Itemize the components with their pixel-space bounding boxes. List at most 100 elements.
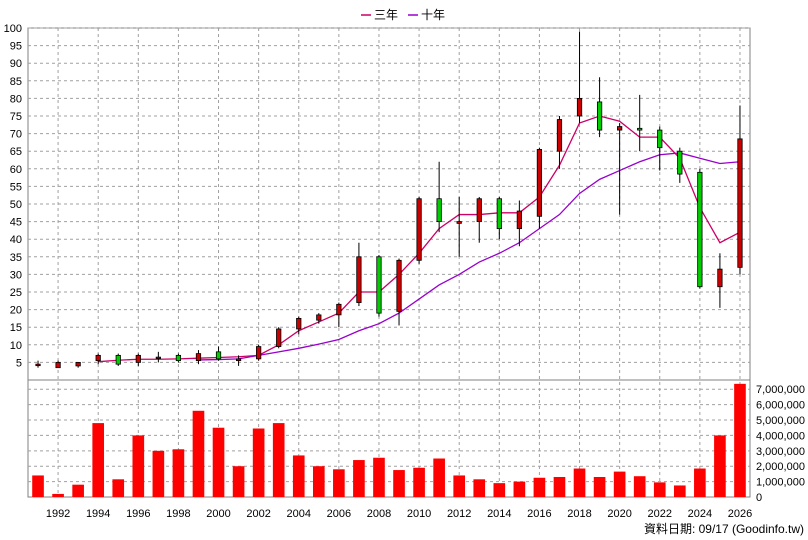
price-tick-label: 20 <box>10 305 22 317</box>
price-tick-label: 60 <box>10 164 22 176</box>
volume-axis: 0 1,000,000 2,000,000 3,000,000 4,000,000 5,0… <box>756 384 805 504</box>
candle-body <box>637 127 643 131</box>
price-tick-label: 30 <box>10 269 22 281</box>
price-tick-label: 40 <box>10 234 22 246</box>
volume-panel: 0 1,000,000 2,000,000 3,000,000 4,000,000 5,0… <box>27 379 805 504</box>
volume-bar <box>292 455 305 497</box>
volume-bar <box>493 483 506 497</box>
volume-bar <box>192 410 205 497</box>
candle-body <box>416 198 422 261</box>
volume-bar <box>333 469 345 497</box>
x-tick-label: 2012 <box>447 508 471 520</box>
x-tick-label: 2010 <box>407 508 431 520</box>
candle-body <box>717 268 723 288</box>
volume-bar <box>112 479 125 497</box>
price-tick-label: 45 <box>10 217 22 229</box>
x-tick-label: 2002 <box>246 508 270 520</box>
legend: 三年 十年 <box>361 8 445 22</box>
volume-bar <box>132 435 145 497</box>
candle-body <box>115 354 121 365</box>
candle-body <box>536 149 543 217</box>
volume-bar <box>653 482 666 497</box>
price-tick-label: 5 <box>16 357 22 369</box>
candle-body <box>276 328 282 347</box>
candle-body <box>316 314 322 321</box>
price-tick-label: 85 <box>10 76 22 88</box>
candle-body <box>95 354 101 362</box>
volume-bars <box>32 383 746 497</box>
x-tick-label: 2020 <box>607 508 631 520</box>
candle-body <box>476 198 482 223</box>
x-tick-label: 1994 <box>86 508 110 520</box>
volume-bar <box>453 475 466 497</box>
volume-tick-label: 0 <box>756 492 762 504</box>
x-tick-label: 2024 <box>688 508 712 520</box>
candle-body <box>737 138 743 268</box>
volume-bar <box>52 493 64 497</box>
volume-tick-label: 4,000,000 <box>756 430 805 442</box>
x-grid <box>57 28 741 497</box>
volume-bar <box>312 466 325 497</box>
volume-bar <box>232 466 245 497</box>
x-tick-label: 2018 <box>567 508 591 520</box>
price-tick-label: 15 <box>10 322 22 334</box>
volume-panel-border <box>27 379 751 498</box>
price-tick-label: 75 <box>10 111 22 123</box>
candle-body <box>35 363 41 367</box>
volume-bar <box>172 449 185 497</box>
volume-bar <box>593 476 606 497</box>
price-tick-label: 80 <box>10 93 22 105</box>
volume-bar <box>633 476 646 497</box>
candle-body <box>175 354 182 362</box>
price-grid <box>28 27 750 363</box>
legend-label-ten-year: 十年 <box>421 8 445 22</box>
candle-body <box>516 210 522 230</box>
volume-tick-label: 2,000,000 <box>756 461 805 473</box>
candle-body <box>336 303 342 316</box>
candle-body <box>356 256 362 303</box>
x-tick-label: 1992 <box>46 508 70 520</box>
candle-body <box>576 98 583 117</box>
price-tick-label: 35 <box>10 252 22 264</box>
x-tick-label: 2008 <box>367 508 391 520</box>
candle-body <box>396 259 402 312</box>
volume-tick-label: 3,000,000 <box>756 446 805 458</box>
volume-tick-label: 5,000,000 <box>756 415 805 427</box>
volume-bar <box>473 479 486 497</box>
price-tick-label: 65 <box>10 146 22 158</box>
volume-bar <box>533 477 546 497</box>
price-tick-label: 50 <box>10 199 22 211</box>
x-axis: 1992 1994 1996 1998 2000 2002 2004 2006 2008 2010… <box>46 508 752 520</box>
volume-bar <box>353 460 365 497</box>
volume-bar <box>573 468 586 497</box>
candle-body <box>376 256 382 314</box>
volume-grid <box>28 388 750 483</box>
price-tick-label: 100 <box>4 23 22 35</box>
candle-body <box>235 358 242 362</box>
ten-year-line <box>198 152 741 361</box>
volume-tick-label: 7,000,000 <box>756 384 805 396</box>
candle-body <box>215 351 222 360</box>
volume-bar <box>613 471 626 497</box>
x-tick-label: 1998 <box>166 508 190 520</box>
candle-body <box>256 346 262 360</box>
volume-bar <box>252 428 265 497</box>
volume-bar <box>272 423 285 497</box>
candles <box>35 31 743 369</box>
volume-tick-label: 1,000,000 <box>756 477 805 489</box>
price-panel: 5 10 15 20 25 30 35 40 45 50 55 60 65 70 75 80 85 90 95 100 <box>4 23 751 381</box>
source-note: 資料日期: 09/17 (Goodinfo.tw) <box>644 522 804 536</box>
candle-body <box>657 129 663 149</box>
candle-body <box>195 353 202 362</box>
x-tick-label: 1996 <box>126 508 150 520</box>
x-tick-label: 2022 <box>648 508 672 520</box>
legend-label-three-year: 三年 <box>374 8 398 22</box>
price-axis: 5 10 15 20 25 30 35 40 45 50 55 60 65 70 75 80 85 90 95 100 <box>4 23 22 369</box>
candle-body <box>556 119 563 152</box>
candle-body <box>135 354 141 363</box>
x-tick-label: 2000 <box>206 508 230 520</box>
candle-body <box>436 198 442 223</box>
price-tick-label: 55 <box>10 181 22 193</box>
x-tick-label: 2026 <box>728 508 752 520</box>
